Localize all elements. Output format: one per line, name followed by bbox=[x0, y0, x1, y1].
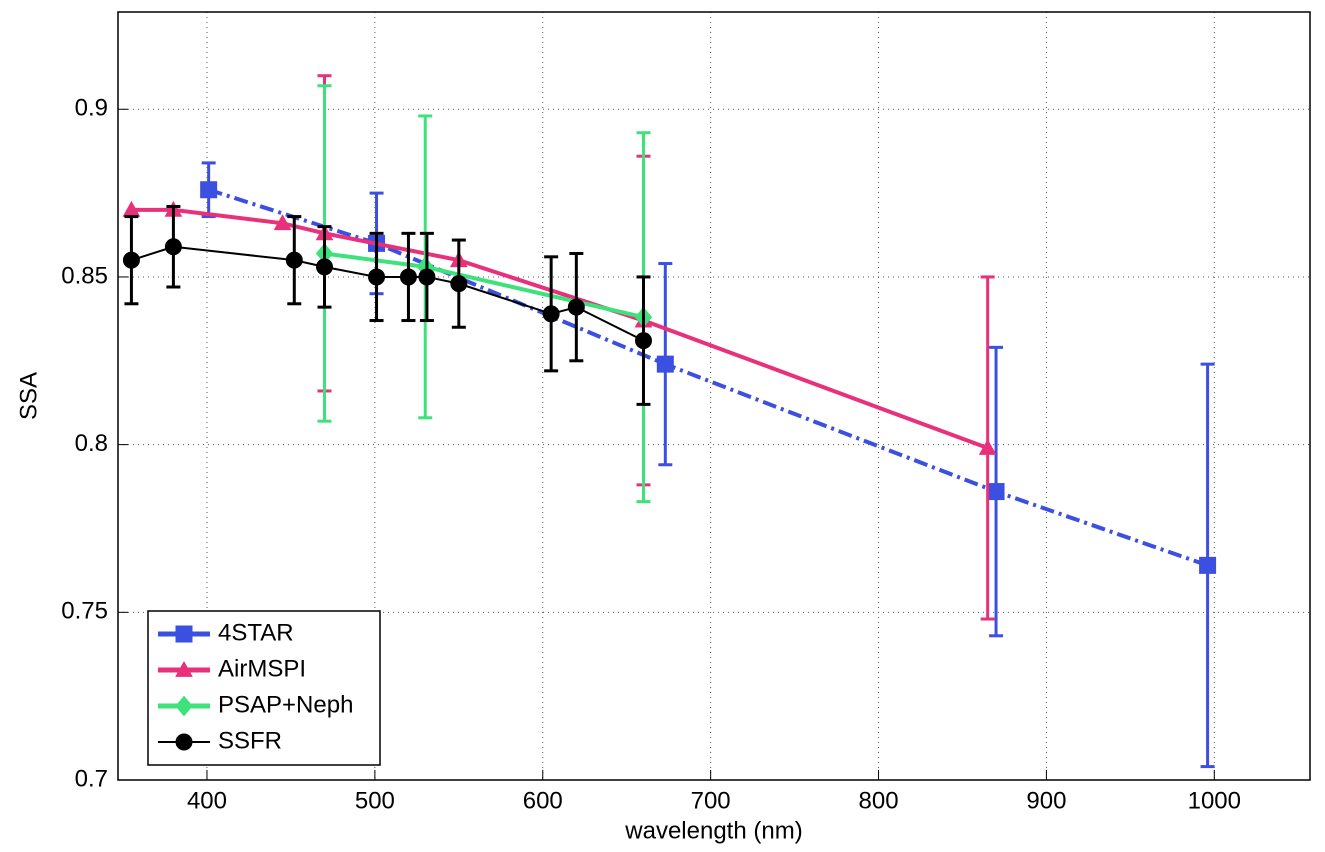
y-tick-label: 0.75 bbox=[61, 598, 108, 625]
series-line bbox=[324, 251, 644, 320]
x-tick-label: 600 bbox=[523, 787, 563, 814]
marker bbox=[978, 438, 997, 455]
marker bbox=[164, 238, 182, 256]
x-tick-label: 400 bbox=[187, 787, 227, 814]
x-tick-label: 900 bbox=[1026, 787, 1066, 814]
marker bbox=[316, 258, 334, 276]
x-axis-label: wavelength (nm) bbox=[624, 817, 802, 844]
y-tick-label: 0.85 bbox=[61, 262, 108, 289]
marker bbox=[368, 268, 386, 286]
marker bbox=[450, 275, 468, 293]
marker bbox=[1199, 556, 1217, 574]
legend-marker bbox=[175, 733, 193, 751]
series-line bbox=[208, 187, 1209, 568]
y-axis-label: SSA bbox=[15, 372, 42, 420]
marker bbox=[122, 251, 140, 269]
marker bbox=[634, 332, 652, 350]
legend-label: 4STAR bbox=[218, 619, 294, 646]
legend-marker bbox=[175, 660, 193, 677]
x-tick-label: 800 bbox=[859, 787, 899, 814]
marker bbox=[200, 181, 218, 199]
marker bbox=[987, 483, 1005, 501]
y-tick-label: 0.7 bbox=[75, 765, 108, 792]
y-tick-label: 0.9 bbox=[75, 95, 108, 122]
marker bbox=[567, 298, 585, 316]
legend-label: AirMSPI bbox=[218, 655, 306, 682]
marker bbox=[418, 268, 436, 286]
legend-marker bbox=[175, 695, 193, 717]
plot-area bbox=[117, 11, 1311, 781]
x-tick-label: 700 bbox=[691, 787, 731, 814]
legend-label: SSFR bbox=[218, 727, 282, 754]
y-tick-label: 0.8 bbox=[75, 430, 108, 457]
marker bbox=[542, 305, 560, 323]
marker bbox=[273, 214, 292, 231]
marker bbox=[656, 355, 674, 373]
series-line bbox=[131, 207, 989, 450]
marker bbox=[285, 251, 303, 269]
legend: 4STAR AirMSPI PSAP+Neph SSFR bbox=[147, 610, 381, 766]
legend-marker bbox=[175, 625, 193, 643]
x-tick-label: 1000 bbox=[1188, 787, 1241, 814]
marker bbox=[399, 268, 417, 286]
legend-label: PSAP+Neph bbox=[218, 691, 353, 718]
x-tick-label: 500 bbox=[355, 787, 395, 814]
